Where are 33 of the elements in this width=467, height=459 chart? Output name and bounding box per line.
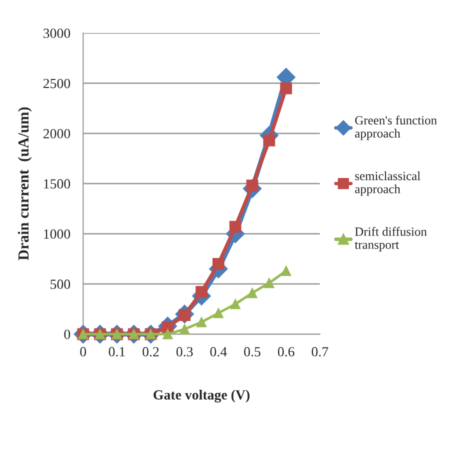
y-tick-label: 0 (64, 330, 70, 340)
point (230, 298, 240, 310)
point (196, 286, 208, 298)
x-tick-label: 0.4 (210, 347, 227, 356)
point (280, 266, 292, 276)
y-tick-label: 2000 (43, 129, 70, 138)
x-axis-title: Gate voltage (V) (154, 390, 250, 403)
x-tick-label: 0.5 (244, 347, 260, 356)
x-tick-label: 0.1 (108, 347, 125, 356)
x-tick-label: 0 (80, 347, 86, 356)
x-tick-label: 0.7 (312, 347, 328, 356)
point (162, 329, 173, 340)
y-tick-label: 1000 (44, 229, 70, 239)
point (213, 308, 224, 318)
point (280, 82, 292, 94)
x-tick-label: 0.6 (278, 347, 294, 356)
point (229, 220, 242, 233)
legend-label: Drift diffusion transport (354, 226, 427, 252)
point (179, 324, 190, 334)
point (247, 288, 258, 298)
point (263, 134, 276, 146)
point (212, 258, 224, 270)
y-tick-label: 1500 (44, 179, 70, 189)
y-tick-label: 500 (50, 280, 70, 289)
y-tick-label: 2500 (43, 78, 70, 88)
y-axis-title: Drain current (uA/um) (18, 107, 32, 260)
x-tick-label: 0.2 (142, 347, 159, 356)
point (264, 278, 274, 288)
legend-label: semiclassical approach (355, 171, 420, 196)
x-tick-label: 0.3 (176, 347, 193, 356)
legend-label: Green's function approach (355, 116, 437, 140)
y-tick-label: 3000 (44, 28, 70, 38)
point (196, 317, 207, 328)
